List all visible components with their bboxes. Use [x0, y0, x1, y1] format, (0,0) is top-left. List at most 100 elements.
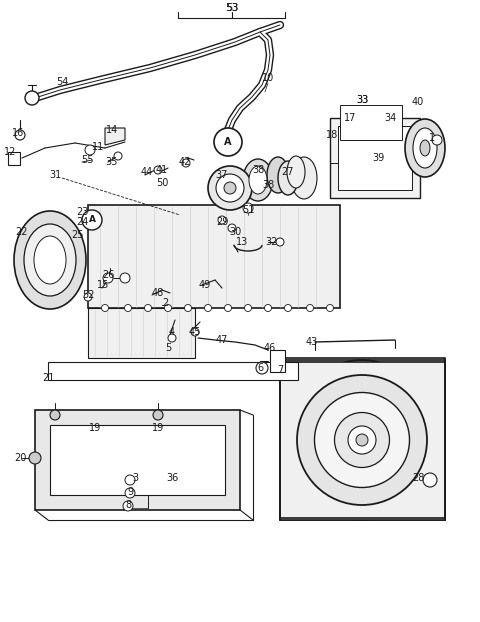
- Text: 9: 9: [127, 487, 133, 497]
- Text: 5: 5: [165, 343, 171, 353]
- Text: 32: 32: [266, 237, 278, 247]
- Text: 39: 39: [372, 153, 384, 163]
- Ellipse shape: [278, 161, 298, 195]
- Bar: [330, 118, 420, 198]
- Text: 29: 29: [216, 217, 228, 227]
- Polygon shape: [8, 152, 20, 165]
- Circle shape: [307, 305, 313, 312]
- Circle shape: [214, 128, 242, 156]
- Circle shape: [264, 305, 272, 312]
- Text: 51: 51: [242, 205, 254, 215]
- Text: 33: 33: [356, 95, 368, 105]
- Text: 34: 34: [384, 113, 396, 123]
- Circle shape: [218, 216, 226, 224]
- Circle shape: [125, 488, 135, 498]
- Text: 4: 4: [169, 327, 175, 337]
- Circle shape: [120, 273, 130, 283]
- Text: 19: 19: [89, 423, 101, 433]
- Ellipse shape: [291, 157, 317, 199]
- Text: 42: 42: [179, 157, 191, 167]
- Ellipse shape: [216, 174, 244, 202]
- Text: 22: 22: [16, 227, 28, 237]
- Circle shape: [326, 305, 334, 312]
- Text: 38: 38: [252, 165, 264, 175]
- Text: 8: 8: [125, 500, 131, 510]
- Circle shape: [276, 238, 284, 246]
- Circle shape: [114, 152, 122, 160]
- Text: 43: 43: [306, 337, 318, 347]
- Ellipse shape: [413, 128, 437, 168]
- Circle shape: [84, 293, 92, 301]
- Circle shape: [144, 305, 152, 312]
- Polygon shape: [88, 205, 340, 308]
- Text: 54: 54: [56, 77, 68, 87]
- Polygon shape: [50, 425, 225, 495]
- Ellipse shape: [249, 166, 267, 194]
- Ellipse shape: [405, 119, 445, 177]
- Text: 37: 37: [216, 170, 228, 180]
- Text: 24: 24: [76, 217, 88, 227]
- Text: 49: 49: [199, 280, 211, 290]
- Text: 20: 20: [14, 453, 26, 463]
- Text: 17: 17: [344, 113, 356, 123]
- Text: 53: 53: [226, 3, 239, 13]
- Circle shape: [50, 410, 60, 420]
- Text: 48: 48: [152, 288, 164, 298]
- Circle shape: [244, 305, 252, 312]
- Circle shape: [191, 328, 199, 336]
- Text: 7: 7: [277, 365, 283, 375]
- Ellipse shape: [420, 140, 430, 156]
- Text: 38: 38: [262, 180, 274, 190]
- Text: 50: 50: [156, 178, 168, 188]
- Text: 21: 21: [42, 373, 54, 383]
- Text: 35: 35: [106, 157, 118, 167]
- Text: 31: 31: [49, 170, 61, 180]
- Polygon shape: [35, 410, 240, 510]
- Text: 19: 19: [152, 423, 164, 433]
- Bar: [280, 362, 445, 520]
- Text: 13: 13: [236, 237, 248, 247]
- Polygon shape: [105, 128, 125, 145]
- Ellipse shape: [297, 375, 427, 505]
- Circle shape: [103, 273, 113, 283]
- Circle shape: [228, 224, 236, 232]
- Ellipse shape: [335, 412, 389, 468]
- Circle shape: [432, 135, 442, 145]
- Text: 6: 6: [257, 363, 263, 373]
- Circle shape: [15, 130, 25, 140]
- Circle shape: [25, 91, 39, 105]
- Circle shape: [423, 473, 437, 487]
- Circle shape: [82, 210, 102, 230]
- Circle shape: [182, 159, 190, 167]
- Text: 25: 25: [72, 230, 84, 240]
- Bar: [48, 362, 298, 380]
- Bar: [340, 105, 402, 140]
- Text: 41: 41: [156, 165, 168, 175]
- Text: 44: 44: [141, 167, 153, 177]
- Bar: [338, 126, 412, 190]
- Text: 10: 10: [262, 73, 274, 83]
- Text: 3: 3: [132, 473, 138, 483]
- Circle shape: [285, 305, 291, 312]
- Polygon shape: [270, 350, 285, 372]
- Ellipse shape: [287, 156, 305, 188]
- Text: 47: 47: [216, 335, 228, 345]
- Text: 55: 55: [81, 155, 93, 165]
- Ellipse shape: [14, 211, 86, 309]
- Ellipse shape: [314, 392, 409, 488]
- Text: 16: 16: [12, 128, 24, 138]
- Text: 23: 23: [76, 207, 88, 217]
- Text: 2: 2: [162, 298, 168, 308]
- Text: 14: 14: [106, 125, 118, 135]
- Circle shape: [123, 501, 133, 511]
- Ellipse shape: [289, 360, 434, 520]
- Ellipse shape: [348, 426, 376, 454]
- Circle shape: [256, 362, 268, 374]
- Text: A: A: [88, 215, 96, 225]
- Circle shape: [124, 305, 132, 312]
- Text: 33: 33: [356, 95, 368, 105]
- Text: 52: 52: [82, 290, 94, 300]
- Text: 15: 15: [97, 280, 109, 290]
- Bar: [282, 364, 443, 518]
- Circle shape: [225, 305, 231, 312]
